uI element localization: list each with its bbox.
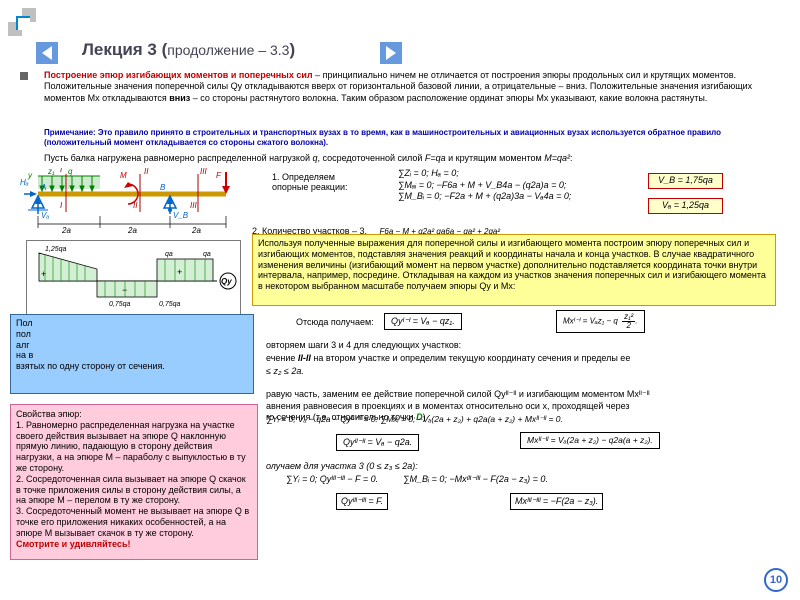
svg-text:1,25qa: 1,25qa — [45, 246, 67, 253]
eq3b: ∑M_Bᵢ = 0; −Mxᴵᴵᴵ⁻ᴵᴵᴵ − F(2a − z₃) = 0. — [403, 474, 548, 484]
eq-sumMA: ∑Mₐᵢ = 0; −F6a + M + V_B4a − (q2a)a = 0; — [398, 180, 571, 192]
svg-text:0,75qa: 0,75qa — [159, 301, 181, 308]
pb-3: 3. Сосредоточенный момент не вызывает на… — [16, 506, 252, 538]
corner-decoration — [8, 8, 74, 36]
pb-title: Свойства эпюр: — [16, 409, 252, 420]
page-number: 10 — [764, 568, 788, 592]
intro-1: Пусть балка нагружена равномерно распред… — [44, 153, 312, 163]
section-II-limits: ≤ z₂ ≤ 2a. — [266, 366, 304, 376]
lecture-title: Лекция 3 (продолжение – 3.3) — [82, 40, 295, 60]
result-VB: V_B = 1,75qa — [648, 173, 723, 189]
pb-2: 2. Сосредоточенная сила вызывает на эпюр… — [16, 474, 252, 506]
svg-text:2a: 2a — [191, 226, 201, 235]
eq-Qy-II: Qyᴵᴵ⁻ᴵᴵ = Vₐ − q2a. — [336, 434, 419, 451]
svg-text:2a: 2a — [127, 226, 137, 235]
eq-line-III: ∑Yᵢ = 0; Qyᴵᴵᴵ⁻ᴵᴵᴵ − F = 0. ∑M_Bᵢ = 0; −… — [286, 473, 786, 485]
svg-text:F: F — [216, 171, 222, 180]
beam-intro: Пусть балка нагружена равномерно распред… — [44, 153, 774, 163]
para1-bold: Построение эпюр изгибающих моментов и по… — [44, 70, 313, 80]
intro-4: : — [570, 153, 573, 163]
para1-bold2: вниз — [169, 93, 190, 103]
svg-text:−: − — [122, 285, 127, 295]
eq-Mx-I: Mxᴵ⁻ᴵ = Vₐz₁ − q z₁² 2 . — [556, 310, 645, 333]
eq-Qy-III: Qyᴵᴵᴵ⁻ᴵᴵᴵ = F. — [336, 493, 388, 510]
yellow-explanation: Используя полученные выражения для попер… — [252, 234, 776, 306]
eq-line-II: ∑Yᵢ = 0; Vₐ − q2a − Qyᴵᴵ⁻ᴵᴵ = 0. ∑Mxᵢ = … — [266, 414, 786, 425]
svg-text:y: y — [27, 171, 33, 180]
result-VA: Vₐ = 1,25qa — [648, 198, 723, 214]
title-end: ) — [289, 40, 295, 59]
bullet-icon — [20, 72, 28, 80]
note-text: Примечание: Это правило принято в строит… — [44, 128, 774, 147]
blue-box: Пол пол алг на в взятых по одну сторону … — [10, 314, 254, 394]
s2ac: на втором участке и определим текущую ко… — [311, 353, 630, 363]
intro-M: M=qa² — [544, 153, 570, 163]
svg-text:+: + — [41, 269, 46, 279]
eq-Mx-III: Mxᴵᴵᴵ⁻ᴵᴵᴵ = −F(2a − z₃). — [510, 493, 603, 510]
pb-1: 1. Равномерно распределенная нагрузка на… — [16, 420, 252, 474]
s2ab: II-II — [298, 353, 311, 363]
eq2-den: 2 — [622, 322, 635, 330]
svg-text:II: II — [133, 201, 138, 210]
svg-text:2a: 2a — [61, 226, 71, 235]
intro-3: и крутящим моментом — [446, 153, 545, 163]
svg-text:I: I — [60, 201, 63, 210]
reaction-equations: ∑Zᵢ = 0; Hₐ = 0; ∑Mₐᵢ = 0; −F6a + M + V_… — [398, 168, 571, 203]
svg-text:V_B: V_B — [173, 211, 189, 220]
eq-Mx-II: Mxᴵᴵ⁻ᴵᴵ = Vₐ(2a + z₂) − q2a(a + z₂). — [520, 432, 660, 449]
eq3a: ∑Yᵢ = 0; Qyᴵᴵᴵ⁻ᴵᴵᴵ − F = 0. — [286, 474, 378, 484]
prev-arrow[interactable] — [36, 42, 58, 64]
intro-paragraph: Построение эпюр изгибающих моментов и по… — [44, 70, 774, 104]
eq-sumZ: ∑Zᵢ = 0; Hₐ = 0; — [398, 168, 571, 180]
otsyuda-label: Отсюда получаем: — [296, 317, 374, 327]
intro-F: F=qa — [425, 153, 446, 163]
next-arrow[interactable] — [380, 42, 402, 64]
section-III-label: олучаем для участка 3 (0 ≤ z₃ ≤ 2a): — [266, 461, 418, 471]
repeat-steps: овторяем шаги 3 и 4 для следующих участк… — [266, 340, 461, 350]
svg-text:z₁: z₁ — [47, 168, 55, 176]
intro-2: , сосредоточенной силой — [318, 153, 425, 163]
section-II-a: ечение II-II на втором участке и определ… — [266, 353, 776, 363]
eq-sumMB: ∑M_Bᵢ = 0; −F2a + M + (q2a)3a − Vₐ4a = 0… — [398, 191, 571, 203]
pb-end: Смотрите и удивляйтесь! — [16, 539, 252, 550]
reactions-label: 1. Определяем опорные реакции: — [272, 172, 348, 192]
svg-text:qa: qa — [165, 251, 173, 258]
svg-text:Qy: Qy — [221, 277, 232, 286]
svg-text:A: A — [40, 183, 46, 192]
title-main: Лекция 3 ( — [82, 40, 167, 59]
svg-text:q: q — [68, 168, 73, 176]
eq-Qy-I: Qyᴵ⁻ᴵ = Vₐ − qz₁. — [384, 313, 462, 330]
para1-t2: – со стороны растянутого волокна. Таким … — [190, 93, 707, 103]
svg-text:I: I — [60, 168, 63, 174]
svg-text:0,75qa: 0,75qa — [109, 301, 131, 308]
svg-text:III: III — [190, 201, 197, 210]
s2a: ечение — [266, 353, 298, 363]
svg-text:B: B — [160, 183, 166, 192]
properties-box: Свойства эпюр: 1. Равномерно распределен… — [10, 404, 258, 560]
svg-text:Vₐ: Vₐ — [41, 211, 49, 220]
title-sub: продолжение – 3.3 — [167, 42, 289, 58]
svg-text:III: III — [200, 168, 207, 176]
svg-text:qa: qa — [203, 251, 211, 258]
svg-text:II: II — [144, 168, 149, 176]
svg-text:M: M — [120, 171, 127, 180]
svg-text:+: + — [177, 267, 182, 277]
eq2-top: Mxᴵ⁻ᴵ = Vₐz₁ − q — [563, 317, 618, 326]
